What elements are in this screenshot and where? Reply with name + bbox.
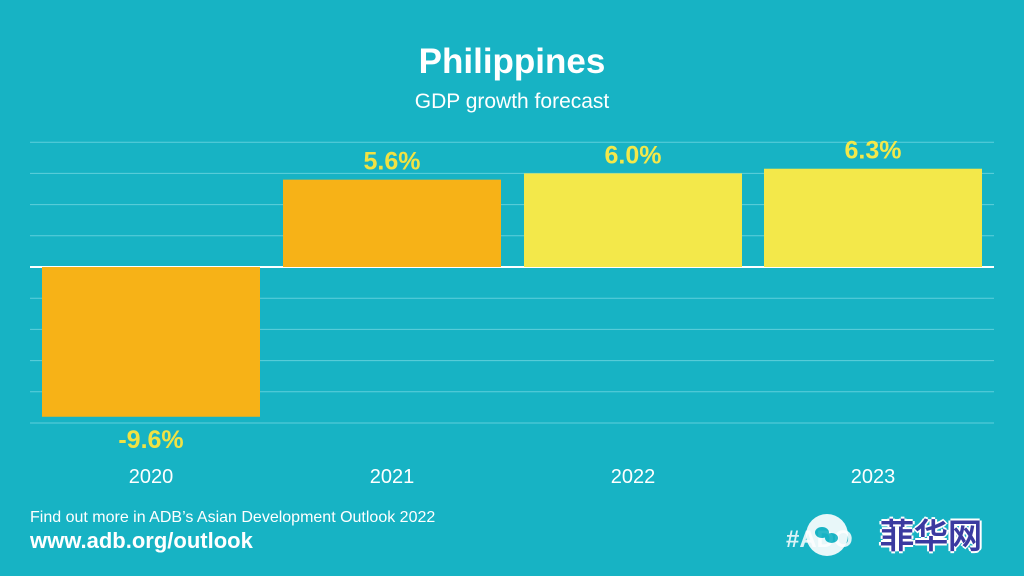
value-label-2022: 6.0% — [605, 141, 662, 169]
chart-subtitle: GDP growth forecast — [415, 90, 610, 113]
watermark-text: 菲华网 — [880, 517, 982, 557]
bar-2022 — [524, 173, 742, 267]
bar-2021 — [283, 179, 501, 267]
chart-title: Philippines — [419, 42, 606, 81]
x-tick-labels: 2020 2021 2022 2023 — [129, 466, 896, 488]
footer-link[interactable]: www.adb.org/outlook — [30, 528, 253, 553]
bar-2020 — [42, 267, 260, 417]
bar-2023 — [764, 168, 982, 267]
value-label-2021: 5.6% — [364, 148, 421, 176]
footer-promo-text: Find out more in ADB’s Asian Development… — [30, 509, 436, 526]
value-label-2023: 6.3% — [845, 137, 902, 165]
wechat-icon — [806, 514, 848, 556]
x-tick-2022: 2022 — [611, 466, 656, 488]
value-labels: -9.6% 5.6% 6.0% 6.3% — [118, 137, 901, 454]
x-tick-2023: 2023 — [851, 466, 896, 488]
x-tick-2020: 2020 — [129, 466, 174, 488]
value-label-2020: -9.6% — [118, 426, 183, 454]
x-tick-2021: 2021 — [370, 466, 415, 488]
bars — [42, 168, 982, 417]
